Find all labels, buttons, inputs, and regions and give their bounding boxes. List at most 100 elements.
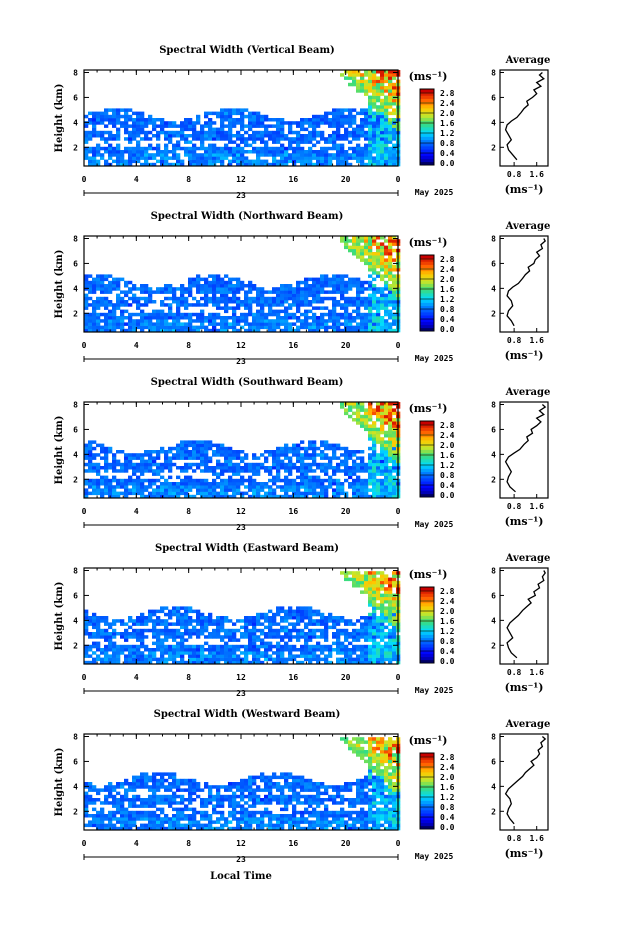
heatmap-cell: [300, 319, 305, 323]
heatmap-cell: [384, 143, 389, 148]
heatmap-cell: [228, 114, 233, 119]
heatmap-cell: [384, 446, 389, 451]
heatmap-cell: [240, 284, 245, 288]
heatmap-cell: [292, 482, 297, 486]
heatmap-cell: [188, 651, 193, 655]
heatmap-cell: [88, 453, 93, 457]
heatmap-cell: [352, 277, 357, 282]
heatmap-cell: [132, 635, 137, 639]
heatmap-cell: [304, 635, 309, 639]
heatmap-cell: [300, 456, 305, 460]
heatmap-cell: [160, 150, 165, 154]
heatmap-cell: [188, 290, 193, 294]
heatmap-cell: [348, 73, 353, 77]
heatmap-cell: [140, 124, 145, 128]
heatmap-cell: [320, 284, 325, 288]
heatmap-cell: [156, 472, 161, 476]
heatmap-cell: [332, 111, 337, 116]
heatmap-cell: [148, 619, 153, 623]
heatmap-cell: [84, 124, 89, 128]
heatmap-cell: [112, 280, 117, 285]
heatmap-cell: [172, 638, 177, 642]
heatmap-cell: [224, 660, 229, 665]
heatmap-cell: [388, 638, 393, 642]
heatmap-cell: [388, 134, 393, 138]
heatmap-cell: [288, 303, 293, 307]
heatmap-cell: [384, 641, 389, 646]
heatmap-cell: [340, 153, 345, 157]
heatmap-cell: [312, 469, 317, 473]
heatmap-cell: [176, 488, 181, 492]
heatmap-cell: [348, 108, 353, 112]
heatmap-cell: [352, 296, 357, 301]
heatmap-cell: [328, 140, 333, 144]
heatmap-cell: [336, 635, 341, 639]
heatmap-cell: [284, 443, 289, 448]
heatmap-cell: [384, 261, 389, 266]
heatmap-cell: [224, 150, 229, 154]
heatmap-cell: [260, 296, 265, 301]
heatmap-cell: [188, 153, 193, 157]
heatmap-cell: [124, 491, 129, 496]
heatmap-cell: [296, 121, 301, 125]
heatmap-cell: [256, 290, 261, 294]
heatmap-cell: [368, 325, 373, 330]
heatmap-cell: [164, 316, 169, 320]
heatmap-cell: [260, 622, 265, 626]
heatmap-cell: [368, 635, 373, 639]
heatmap-cell: [380, 296, 385, 301]
heatmap-cell: [184, 619, 189, 623]
heatmap-cell: [360, 287, 365, 291]
heatmap-cell: [264, 118, 269, 122]
heatmap-cell: [356, 153, 361, 157]
colorbar-segment: [420, 593, 434, 597]
heatmap-cell: [100, 296, 105, 301]
heatmap-cell: [392, 638, 397, 642]
heatmap-cell: [148, 290, 153, 294]
heatmap-cell: [308, 491, 313, 496]
heatmap-cell: [328, 162, 333, 167]
heatmap-cell: [300, 446, 305, 451]
heatmap-cell: [364, 124, 369, 128]
heatmap-cell: [172, 494, 177, 499]
heatmap-cell: [212, 127, 217, 132]
heatmap-cell: [260, 641, 265, 646]
heatmap-cell: [144, 156, 149, 160]
heatmap-cell: [180, 491, 185, 496]
heatmap-cell: [108, 309, 113, 314]
heatmap-cell: [256, 118, 261, 122]
heatmap-cell: [252, 654, 257, 658]
heatmap-cell: [92, 328, 97, 333]
heatmap-cell: [256, 111, 261, 116]
heatmap-cell: [148, 654, 153, 658]
heatmap-cell: [100, 466, 105, 470]
heatmap-cell: [344, 121, 349, 125]
heatmap-cell: [244, 300, 249, 304]
colorbar: 2.82.42.01.61.20.80.40.0(ms⁻¹): [409, 402, 455, 500]
heatmap-cell: [272, 312, 277, 317]
heatmap-cell: [388, 651, 393, 655]
heatmap-cell: [344, 619, 349, 623]
heatmap-cell: [232, 485, 237, 489]
heatmap-cell: [260, 628, 265, 633]
heatmap-cell: [336, 446, 341, 451]
heatmap-cell: [360, 485, 365, 489]
heatmap-cell: [132, 453, 137, 457]
heatmap-cell: [284, 316, 289, 320]
heatmap-cell: [204, 488, 209, 492]
heatmap-cell: [340, 402, 345, 406]
heatmap-cell: [96, 443, 101, 448]
heatmap-cell: [236, 450, 241, 454]
heatmap-cell: [112, 491, 117, 496]
heatmap-cell: [380, 293, 385, 298]
heatmap-cell: [292, 140, 297, 144]
heatmap-cell: [220, 648, 225, 652]
heatmap-cell: [276, 300, 281, 304]
heatmap-cell: [104, 328, 109, 333]
heatmap-cell: [176, 654, 181, 658]
heatmap-cell: [388, 300, 393, 304]
heatmap-cell: [144, 657, 149, 662]
heatmap-cell: [316, 121, 321, 125]
heatmap-cell: [384, 609, 389, 614]
